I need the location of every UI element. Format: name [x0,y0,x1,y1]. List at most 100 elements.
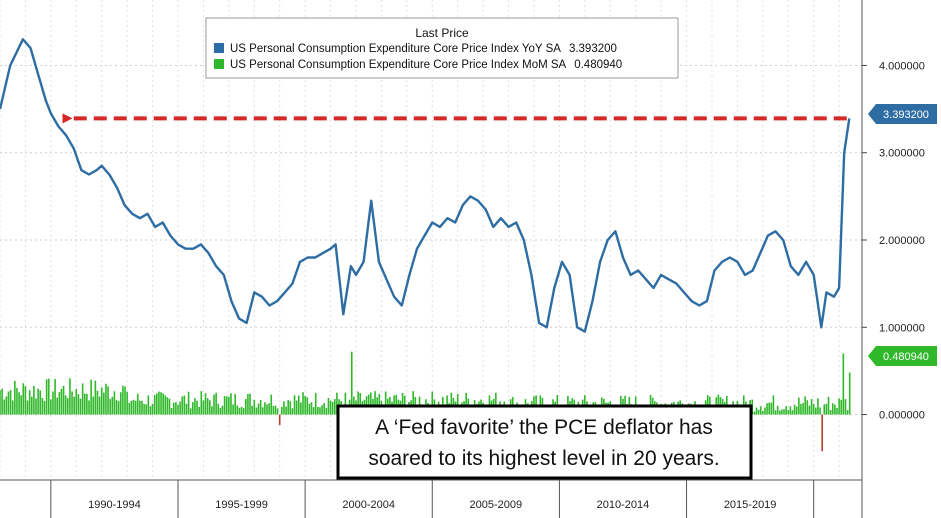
mom-bar [785,406,787,415]
mom-bar [107,386,109,415]
mom-bar [202,400,205,415]
mom-bar [800,403,802,415]
last-value-badges: 3.393200 0.480940 [868,104,937,366]
mom-bar [172,402,175,415]
mom-bar [812,403,815,415]
mom-bar [56,397,59,415]
mom-bar [791,410,794,415]
mom-bar [175,402,177,415]
mom-bar [357,391,359,415]
mom-bar [81,383,84,415]
badge-yoy-shape [868,104,937,124]
mom-bar [295,400,298,415]
x-tick-label: 1990-1994 [88,499,141,511]
mom-bar [333,399,336,415]
mom-bar [312,407,315,415]
mom-bar [151,403,154,415]
y-tick-label: 2.000000 [879,235,925,247]
mom-bar [7,391,10,415]
mom-bar [323,403,326,415]
mom-bar [192,402,194,415]
mom-bar [776,405,779,415]
mom-bar [117,401,120,415]
mom-bar [759,406,762,415]
mom-bar [819,407,821,415]
mom-bar [134,400,137,415]
mom-bar [778,410,781,415]
mom-bar [187,391,190,415]
mom-bar [817,398,819,415]
mom-bar [825,403,828,415]
mom-bar [281,406,283,415]
mom-bar [1,388,3,415]
mom-bar [293,395,296,415]
mom-bar [808,405,811,415]
mom-bar [755,407,758,415]
mom-bar [249,393,251,415]
mom-bar [257,403,260,415]
mom-bar [194,398,196,415]
mom-bar [272,406,275,415]
mom-bar [821,414,823,452]
mom-bar [20,395,22,415]
mom-bar [69,378,71,415]
mom-bar [221,405,224,415]
mom-bar [401,393,404,415]
mom-bar [83,393,86,415]
mom-bar [71,391,73,415]
mom-bar [111,396,114,415]
legend: Last Price US Personal Consumption Expen… [205,17,679,79]
mom-bar [149,406,152,415]
mom-bar [75,388,78,415]
mom-bar [823,404,826,415]
mom-bar [300,402,302,415]
mom-bar [764,407,766,415]
mom-bar [60,388,63,415]
mom-bar [274,405,277,415]
mom-bar [450,392,453,415]
badge-mom-shape [868,346,937,366]
mom-bar [179,401,181,415]
mom-bar [838,398,840,415]
mom-bar [495,392,497,415]
mom-bar [374,391,376,415]
mom-bar [58,392,61,415]
y-tick-label: 0.000000 [879,410,925,422]
mom-bar [92,396,95,415]
mom-bar [73,396,75,415]
mom-bar [431,391,434,415]
mom-bar [781,409,783,415]
mom-bar [141,400,143,415]
mom-bar [3,399,6,415]
mom-bar [240,407,243,415]
mom-bar [304,395,306,415]
mom-bar [162,393,164,415]
mom-bar [143,403,145,415]
mom-bar [336,392,338,415]
mom-bar [115,400,118,415]
annotation-line-1: A ‘Fed favorite’ the PCE deflator has [375,416,713,439]
mom-bar [183,395,186,415]
mom-bar [30,396,33,415]
mom-bar [213,394,215,415]
mom-bar [278,414,281,426]
mom-bar [846,410,849,415]
mom-bar [228,396,230,415]
mom-bar [156,393,158,415]
mom-bar [802,402,804,415]
mom-bar [378,393,381,415]
mom-bar [329,400,332,415]
mom-bar [247,393,249,415]
mom-bar [64,395,67,415]
y-tick-label: 1.000000 [879,322,925,334]
mom-bar [153,395,156,415]
mom-bar [270,394,273,415]
mom-bar [189,408,192,415]
mom-bar [264,402,266,415]
mom-bar [90,379,92,415]
mom-bar [208,400,211,415]
mom-bar [412,391,415,415]
mom-bar [266,404,268,415]
mom-bar [113,391,116,415]
